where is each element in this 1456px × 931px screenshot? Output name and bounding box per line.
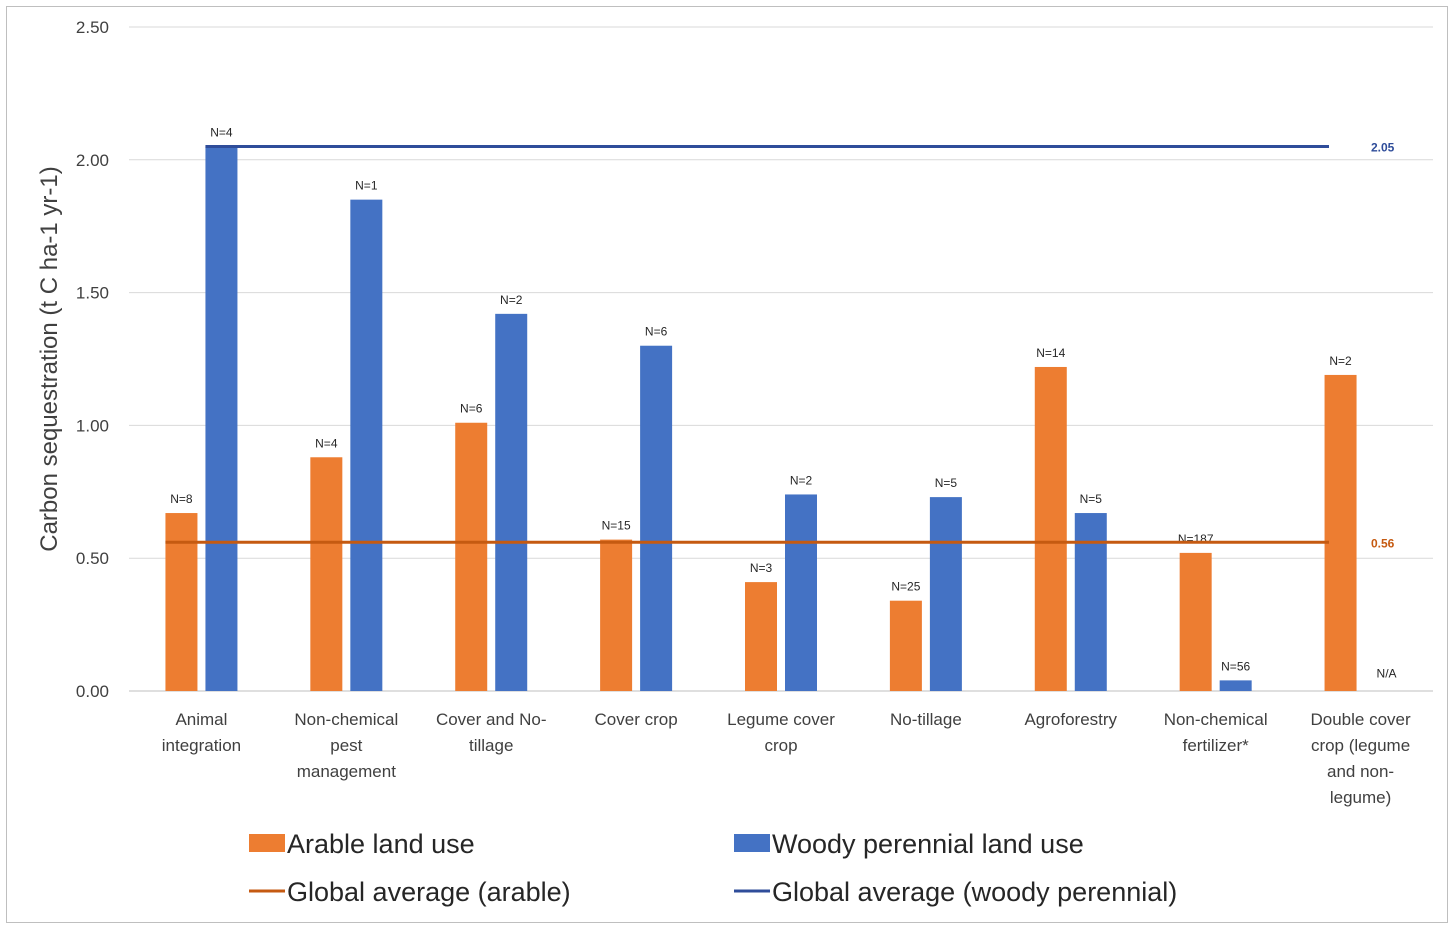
n-label: N=4 [315,436,338,450]
n-label: N=8 [170,492,193,506]
category-label: Legume cover [727,710,835,729]
n-label: N=6 [460,402,483,416]
n-label: N=15 [602,519,631,533]
bar-woody [640,345,673,691]
bar-arable [600,539,633,691]
bar-woody [785,494,817,691]
n-label: N=14 [1036,346,1065,360]
category-label: Non-chemical [294,710,398,729]
category-label: legume) [1330,788,1391,807]
bar-arable [1179,552,1212,691]
n-label: N=1 [355,179,378,193]
category-label: management [297,762,397,781]
y-tick-label: 0.00 [76,682,109,701]
n-label: N=6 [645,325,668,339]
legend-label: Arable land use [287,829,475,859]
category-label: No-tillage [890,710,962,729]
y-tick-label: 1.50 [76,284,109,303]
legend-swatch [249,834,285,852]
n-label: N=25 [891,580,920,594]
chart: 0.00 0.50 1.00 1.50 2.00 2.50 Carbon sequestra… [36,18,1433,907]
y-tick-label: 0.50 [76,549,109,568]
category-label: fertilizer* [1183,736,1250,755]
category-label: integration [162,736,241,755]
bar-arable [889,600,922,691]
reference-line-label: 2.05 [1371,141,1395,155]
reference-line-label: 0.56 [1371,536,1395,550]
n-label: N=2 [500,293,523,307]
y-tick-label: 2.50 [76,18,109,37]
category-label: tillage [469,736,513,755]
bar-woody [1219,680,1252,691]
bar-woody [205,146,238,691]
n-label: N=4 [210,126,233,140]
bar-woody [495,313,528,691]
legend-label: Woody perennial land use [772,829,1084,859]
n-label: N=2 [1329,354,1352,368]
category-label: Cover crop [595,710,678,729]
category-label: Cover and No- [436,710,547,729]
category-label: Double cover [1310,710,1411,729]
bar-arable [1034,366,1067,691]
category-label: Agroforestry [1024,710,1117,729]
n-label: N=3 [750,561,773,575]
chart-frame: 0.00 0.50 1.00 1.50 2.00 2.50 Carbon sequestra… [6,6,1448,923]
category-label: pest [330,736,362,755]
bar-arable [310,457,343,691]
category-label: and non- [1327,762,1394,781]
category-label: crop [764,736,797,755]
bar-arable [1324,374,1357,691]
category-label: Animal [175,710,227,729]
n-label: N/A [1377,667,1397,681]
bar-woody [1074,513,1107,691]
bar-arable [455,422,488,691]
category-label: crop (legume [1311,736,1410,755]
category-label: Non-chemical [1164,710,1268,729]
legend-label: Global average (arable) [287,877,571,907]
n-label: N=5 [935,476,958,490]
legend-label: Global average (woody perennial) [772,877,1177,907]
n-label: N=187 [1178,532,1214,546]
bar-arable [745,582,777,691]
n-label: N=56 [1221,659,1250,673]
y-tick-label: 2.00 [76,151,109,170]
bar-woody [929,497,962,691]
y-axis-label: Carbon sequestration (t C ha-1 yr-1) [36,166,63,552]
n-label: N=2 [790,473,813,487]
bar-arable [165,513,198,691]
legend-swatch [734,834,770,852]
y-tick-label: 1.00 [76,416,109,435]
bar-woody [350,199,383,691]
n-label: N=5 [1080,492,1103,506]
